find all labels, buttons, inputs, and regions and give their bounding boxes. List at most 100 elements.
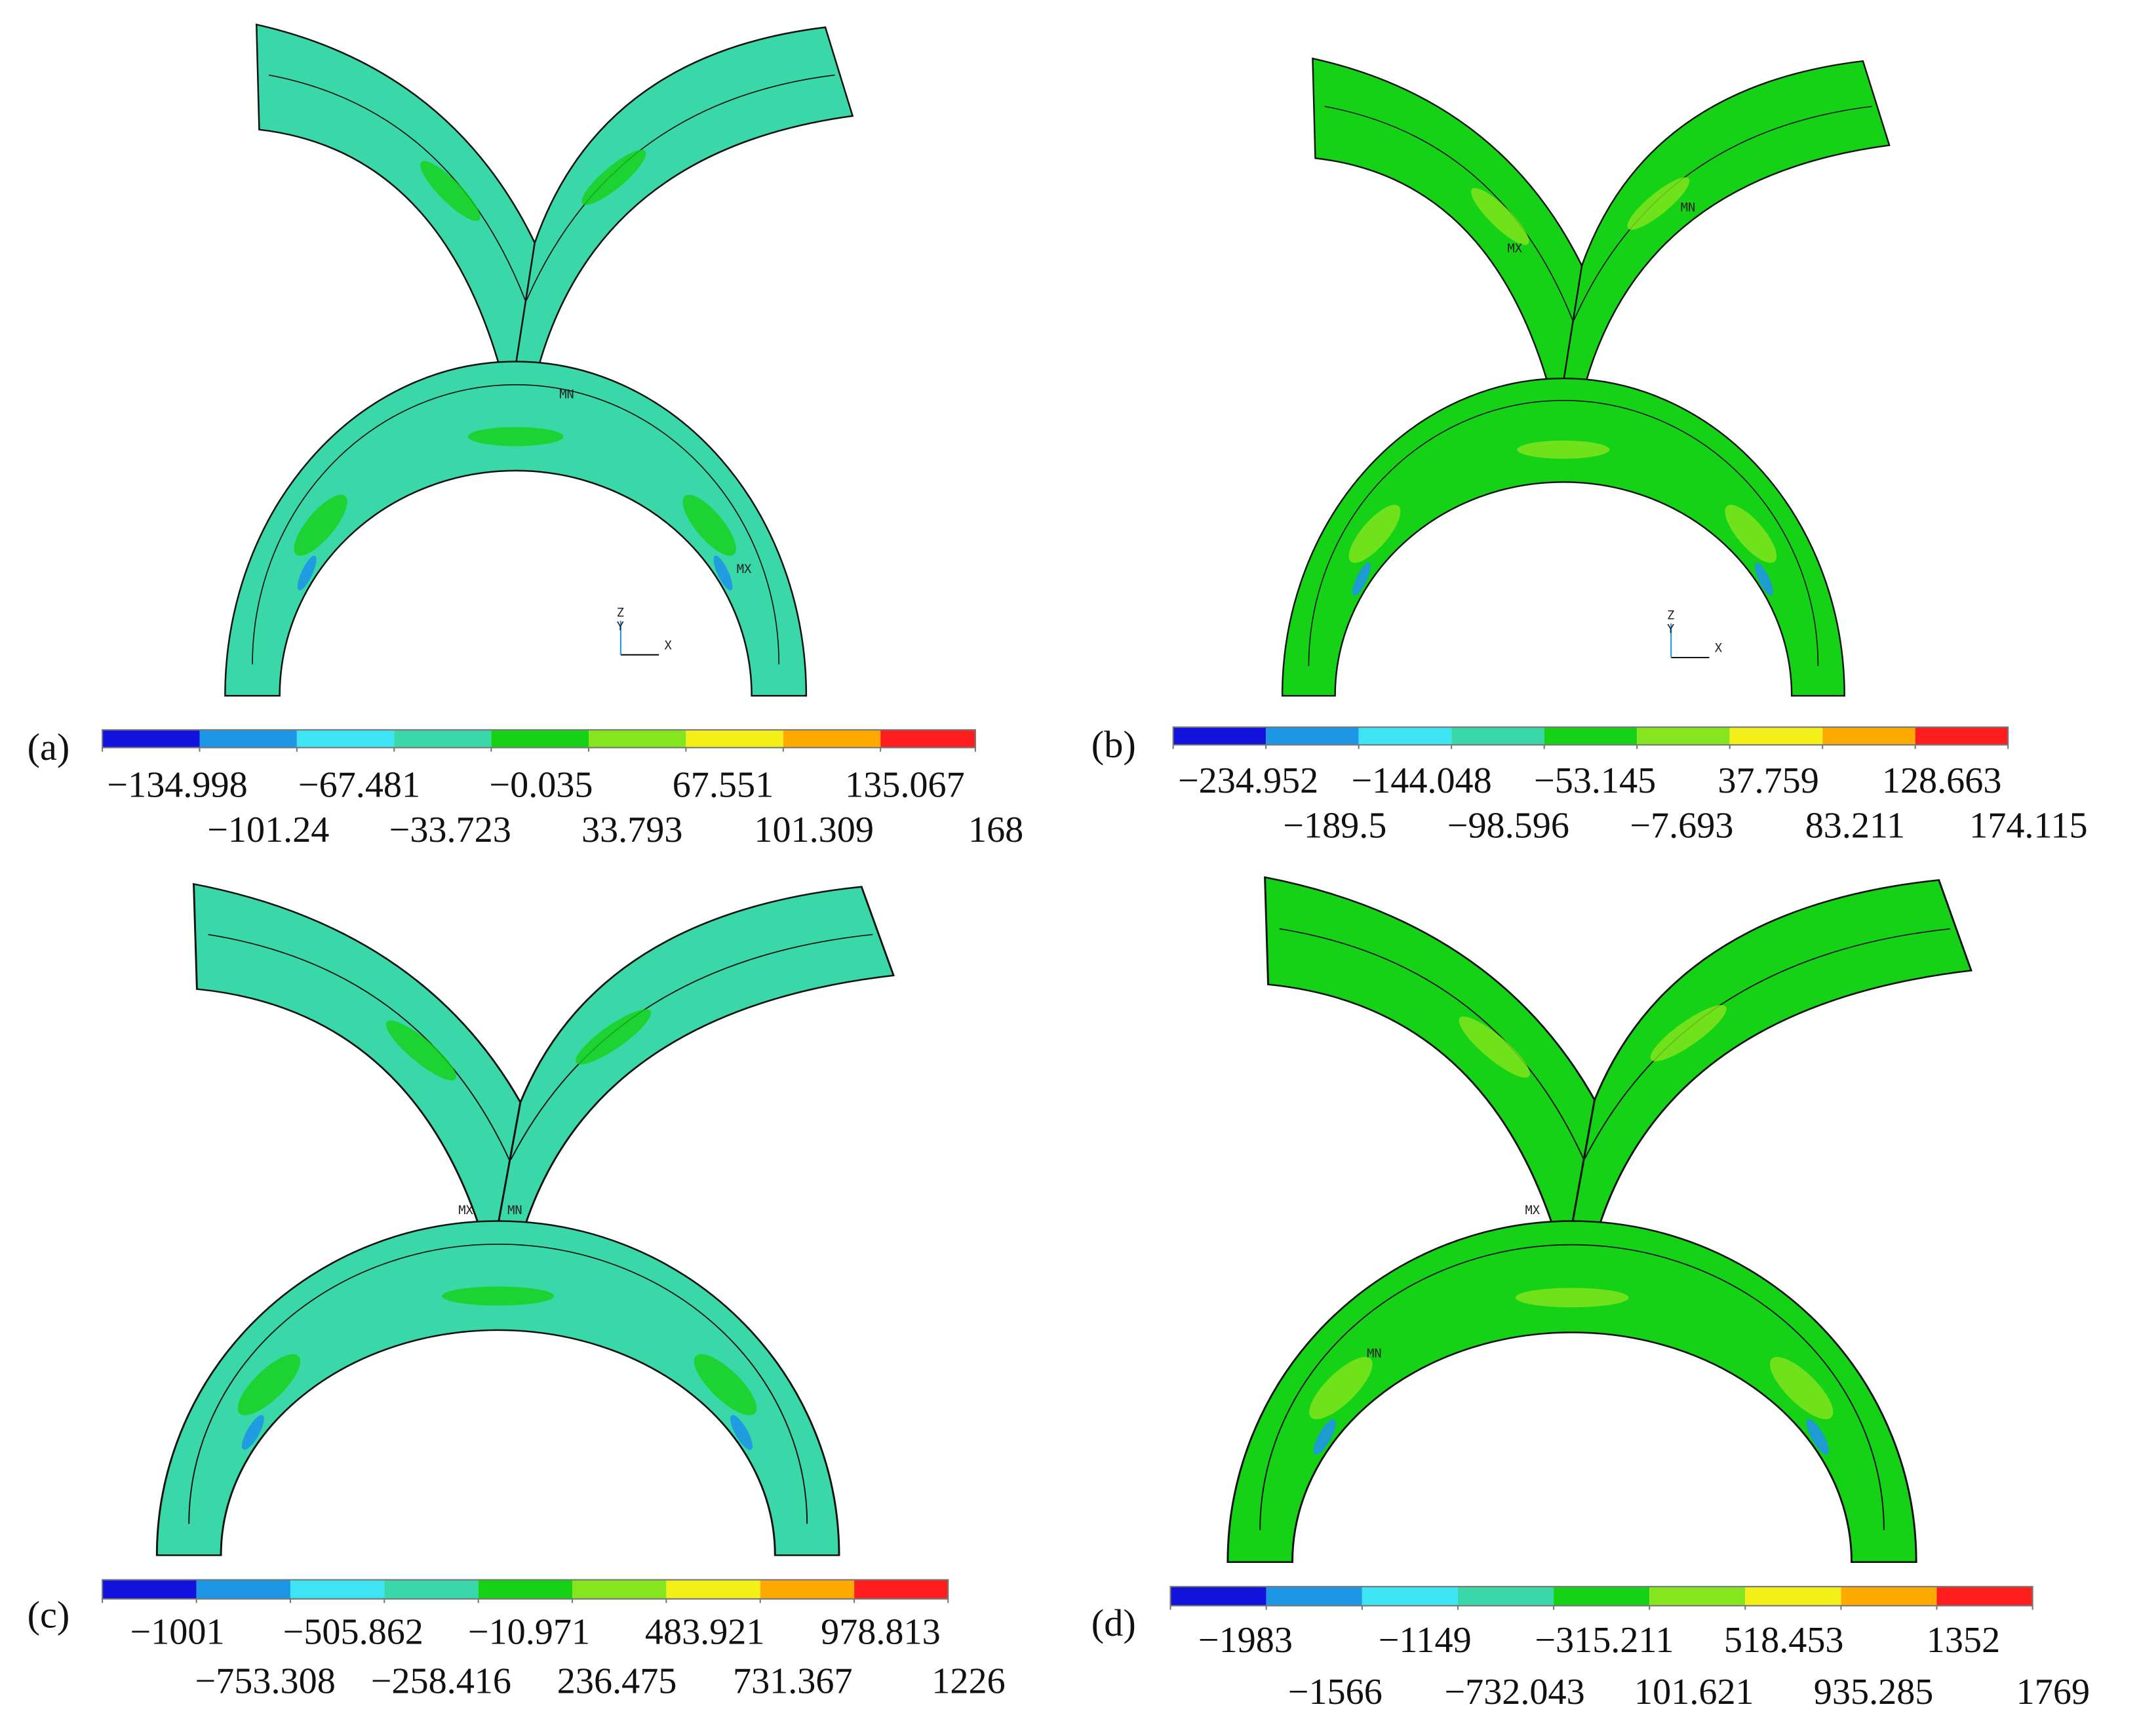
contour-patch — [1352, 562, 1371, 596]
colorbar-band — [296, 730, 395, 748]
contour-patch — [1459, 1016, 1530, 1078]
colorbar-tick-label: 67.551 — [673, 764, 774, 805]
colorbar-tick-label: −53.145 — [1534, 760, 1656, 801]
colorbar-tick-label: −753.308 — [195, 1661, 336, 1701]
contour-patch — [1650, 1004, 1727, 1061]
colorbar-band — [760, 1579, 855, 1599]
colorbar-band — [854, 1579, 949, 1599]
structure-part — [224, 361, 808, 697]
contour-patch — [237, 1354, 301, 1415]
mesh-line — [208, 934, 510, 1160]
colorbar-tick-label: 1352 — [1927, 1620, 2000, 1661]
colorbar-tick-label: −0.035 — [489, 764, 593, 805]
mesh-line — [526, 74, 835, 301]
colorbar-tick-label: −189.5 — [1283, 806, 1386, 846]
node-annotation: MN — [559, 388, 574, 402]
colorbar-tick-label: 935.285 — [1814, 1672, 1934, 1712]
contour-patch — [297, 555, 317, 591]
structure-part — [515, 26, 854, 366]
node-annotation: MN — [1681, 201, 1696, 215]
contour-patch — [420, 161, 481, 222]
contour-patch — [1471, 187, 1529, 245]
structure-part — [496, 886, 895, 1226]
colorbar-band — [686, 730, 783, 748]
colorbar-tick-label: 518.453 — [1724, 1620, 1844, 1661]
colorbar-band — [1266, 1587, 1362, 1606]
colorbar-band — [783, 730, 881, 748]
colorbar-tick-label: 37.759 — [1717, 760, 1818, 801]
colorbar-band — [666, 1579, 760, 1599]
mesh-line — [1259, 1244, 1885, 1530]
colorbar-tick-label: 83.211 — [1805, 806, 1905, 846]
colorbar-frame — [102, 729, 976, 749]
contour-patch — [294, 494, 347, 556]
colorbar-frame — [1172, 726, 2009, 746]
colorbar-tick-label: 168 — [968, 810, 1023, 850]
colorbar-tick-label: −98.596 — [1447, 806, 1569, 846]
contour-patch — [1515, 1288, 1629, 1308]
colorbar-tick-label: 731.367 — [733, 1661, 853, 1701]
panel-label: (b) — [1091, 723, 1136, 766]
colorbar-tick-label: 101.621 — [1634, 1672, 1754, 1712]
triad-label: Z — [617, 606, 624, 620]
node-annotation: MX — [458, 1204, 473, 1217]
colorbar-band — [1841, 1587, 1937, 1606]
contour-patch — [241, 1415, 264, 1450]
colorbar-tick-label: −67.481 — [298, 764, 420, 805]
mesh-line — [1584, 928, 1951, 1159]
colorbar-tick-label: 135.067 — [845, 764, 965, 805]
mesh-line — [1573, 106, 1873, 321]
colorbar-band — [1745, 1587, 1841, 1606]
colorbar-band — [1358, 727, 1452, 745]
contour-patch — [1309, 1356, 1373, 1419]
colorbar-tick-label: −1566 — [1288, 1672, 1383, 1712]
colorbar-band — [572, 1579, 667, 1599]
colorbar-band — [199, 730, 297, 748]
node-annotation: MX — [1525, 1204, 1540, 1217]
structure-part — [193, 882, 522, 1226]
colorbar-tick-label: 128.663 — [1882, 760, 2002, 801]
colorbar-band — [1170, 1587, 1266, 1606]
triad-label: X — [664, 639, 672, 653]
colorbar-tick-label: −732.043 — [1444, 1672, 1584, 1712]
contour-patch — [442, 1286, 555, 1306]
contour-patch — [730, 1415, 753, 1450]
colorbar-tick-label: 101.309 — [754, 810, 874, 850]
colorbar-tick-label: 1226 — [932, 1661, 1005, 1701]
colorbar-band — [478, 1579, 573, 1599]
contour-patch — [682, 494, 736, 556]
colorbar-band — [196, 1579, 290, 1599]
mesh-line — [252, 384, 780, 665]
mesh-line — [1308, 400, 1819, 666]
structure — [1226, 876, 1972, 1563]
contour-patch — [1754, 562, 1773, 596]
colorbar-tick-label: −1149 — [1379, 1620, 1472, 1661]
node-annotation: MN — [507, 1204, 522, 1217]
triad-label: Y — [1667, 623, 1674, 637]
mesh-line — [1324, 106, 1573, 321]
contour-patch — [1517, 441, 1610, 459]
structure-part — [1264, 876, 1596, 1227]
colorbar-band — [102, 1579, 197, 1599]
node-annotation: MN — [1367, 1347, 1382, 1361]
contour-patch — [1313, 1419, 1336, 1455]
colorbar-frame — [1169, 1586, 2033, 1607]
colorbar-band — [1822, 727, 1915, 745]
colorbar-band — [491, 730, 589, 748]
mesh-line — [268, 74, 526, 301]
contour-patch — [1627, 177, 1690, 230]
colorbar-tick-label: −505.862 — [283, 1612, 423, 1653]
colorbar-tick-label: 1769 — [2016, 1672, 2090, 1712]
colorbar-band — [102, 730, 200, 748]
colorbar-band — [1637, 727, 1730, 745]
colorbar-band — [1173, 727, 1266, 745]
colorbar-band — [384, 1579, 479, 1599]
panel-label: (a) — [28, 726, 70, 768]
colorbar-tick-label: 236.475 — [557, 1661, 677, 1701]
node-annotation: MX — [737, 562, 752, 576]
mesh-line — [188, 1243, 808, 1524]
colorbar-tick-label: −101.24 — [207, 810, 329, 850]
colorbar-band — [1457, 1587, 1554, 1606]
contour-patch — [581, 149, 646, 205]
